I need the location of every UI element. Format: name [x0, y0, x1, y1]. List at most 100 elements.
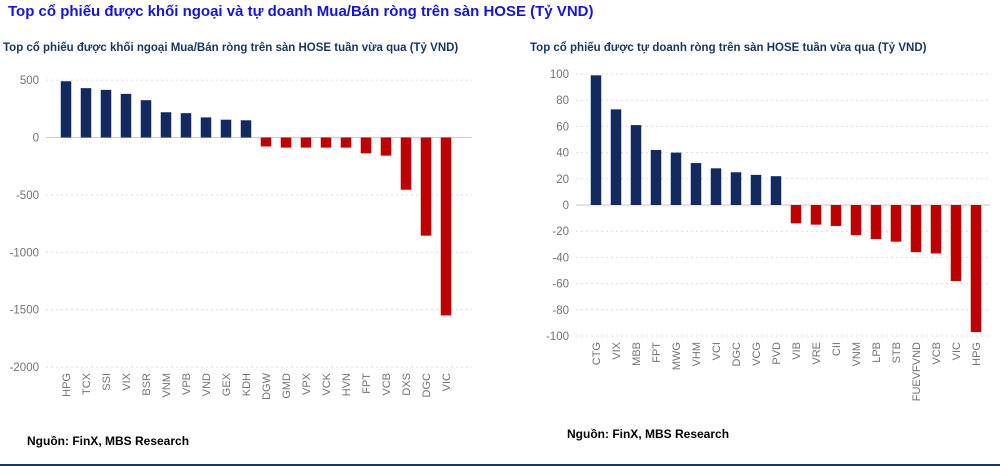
bar-VHM [690, 163, 702, 205]
bar-BSR [140, 100, 152, 138]
x-category-label: VCB [381, 373, 393, 396]
bar-VIC [440, 137, 452, 316]
x-category-label: VCK [321, 372, 333, 395]
x-category-label: VNM [161, 373, 173, 397]
bar-GMD [280, 137, 292, 148]
bar-LPB [870, 205, 882, 240]
y-tick-label: 500 [20, 75, 39, 87]
x-category-label: VNM [851, 342, 863, 366]
y-tick-label: -40 [552, 252, 569, 264]
x-category-label: VIX [121, 372, 133, 390]
x-category-label: DGW [261, 372, 273, 400]
source-note-foreign: Nguồn: FinX, MBS Research [27, 434, 190, 448]
x-category-label: BSR [141, 373, 153, 396]
x-category-label: STB [891, 342, 903, 363]
x-category-label: FPT [361, 373, 373, 394]
bar-FPT [360, 137, 372, 154]
x-category-label: DGC [421, 373, 433, 398]
x-category-label: CII [831, 342, 843, 356]
x-category-label: DXS [401, 373, 413, 396]
x-category-label: SSI [101, 373, 113, 391]
x-category-label: PVD [771, 342, 783, 365]
bar-DGC [730, 172, 742, 205]
bar-VCI [710, 168, 722, 205]
bar-VIB [790, 205, 802, 224]
y-tick-label: 80 [556, 95, 569, 107]
bar-VND [200, 117, 212, 138]
bottom-divider-line [0, 464, 1000, 466]
y-tick-label: 20 [556, 174, 569, 186]
x-category-label: CTG [591, 342, 603, 365]
x-category-label: VPB [181, 373, 193, 395]
y-tick-label: -500 [16, 190, 39, 202]
foreign-net-plot: 500 0 -500 -1000 -1500 -2000 HPG TCX SSI VIX BSR VN… [10, 75, 472, 400]
bar-VPB [180, 113, 192, 138]
bar-VIX [120, 93, 132, 138]
bar-KDH [240, 120, 252, 138]
y-tick-label: -20 [552, 226, 569, 238]
x-category-label: HVN [341, 373, 353, 396]
proprietary-net-plot: 100 80 60 40 20 0 -20 -40 -60 -80 -100 CTG VIX MBB FPT… [546, 69, 990, 401]
bar-VCG [750, 174, 762, 205]
y-tick-label: -1000 [10, 247, 39, 259]
bar-MBB [630, 125, 642, 205]
x-category-label: VHM [691, 342, 703, 366]
y-tick-label: 100 [550, 69, 569, 81]
bar-FUEVFVND [910, 205, 922, 253]
bar-DGC [420, 137, 432, 236]
bar-TCX [80, 88, 92, 138]
x-category-label: VIC [441, 373, 453, 391]
bar-VCK [320, 137, 332, 148]
x-category-label: VND [201, 373, 213, 396]
x-category-label: HPG [61, 373, 73, 397]
x-category-label: FUEVFVND [911, 342, 923, 401]
bar-VCB [930, 205, 942, 254]
chart-title-proprietary: Top cổ phiếu được tự doanh ròng trên sàn… [530, 42, 927, 54]
x-category-label: VCI [711, 342, 723, 360]
y-tick-label: -2000 [10, 362, 39, 374]
bar-VNM [850, 205, 862, 236]
bar-VIC [950, 205, 962, 281]
bar-HVN [340, 137, 352, 148]
bar-SSI [100, 89, 112, 138]
bar-HPG [60, 81, 72, 138]
bar-VCB [380, 137, 392, 156]
x-category-label: VRE [811, 342, 823, 365]
chart-title-foreign: Top cổ phiếu được khối ngoại Mua/Bán ròn… [3, 42, 459, 54]
x-category-label: VCB [931, 342, 943, 365]
bar-FPT [650, 149, 662, 205]
bar-VNM [160, 112, 172, 138]
x-category-label: GMD [281, 373, 293, 399]
x-category-label: MWG [671, 342, 683, 370]
source-note-proprietary: Nguồn: FinX, MBS Research [567, 427, 730, 441]
bar-CII [830, 205, 842, 226]
x-category-label: FPT [651, 342, 663, 363]
x-category-label: VCG [751, 342, 763, 366]
bar-VRE [810, 205, 822, 225]
bar-STB [890, 205, 902, 242]
x-category-label: HPG [971, 342, 983, 366]
x-category-label: VPX [301, 372, 313, 395]
y-tick-label: 60 [556, 121, 569, 133]
bar-HPG [970, 205, 982, 333]
proprietary-net-bar-chart: Top cổ phiếu được tự doanh ròng trên sàn… [530, 42, 1000, 422]
foreign-net-bar-chart: Top cổ phiếu được khối ngoại Mua/Bán ròn… [0, 42, 505, 419]
y-tick-label: -100 [546, 331, 569, 343]
bar-VPX [300, 137, 312, 148]
x-category-label: TCX [81, 372, 93, 395]
bar-VIX [610, 109, 622, 205]
bar-CTG [590, 75, 602, 205]
bar-PVD [770, 176, 782, 205]
bar-GEX [220, 119, 232, 138]
y-tick-label: -80 [552, 305, 569, 317]
x-category-label: MBB [631, 342, 643, 366]
bar-DGW [260, 137, 272, 147]
y-tick-label: 0 [33, 133, 39, 145]
x-category-label: VIC [951, 342, 963, 360]
x-category-label: LPB [871, 342, 883, 363]
x-category-label: DGC [731, 342, 743, 367]
main-title: Top cổ phiếu được khối ngoại và tự doanh… [8, 3, 594, 20]
y-tick-label: -60 [552, 279, 569, 291]
x-category-label: VIX [611, 341, 623, 359]
